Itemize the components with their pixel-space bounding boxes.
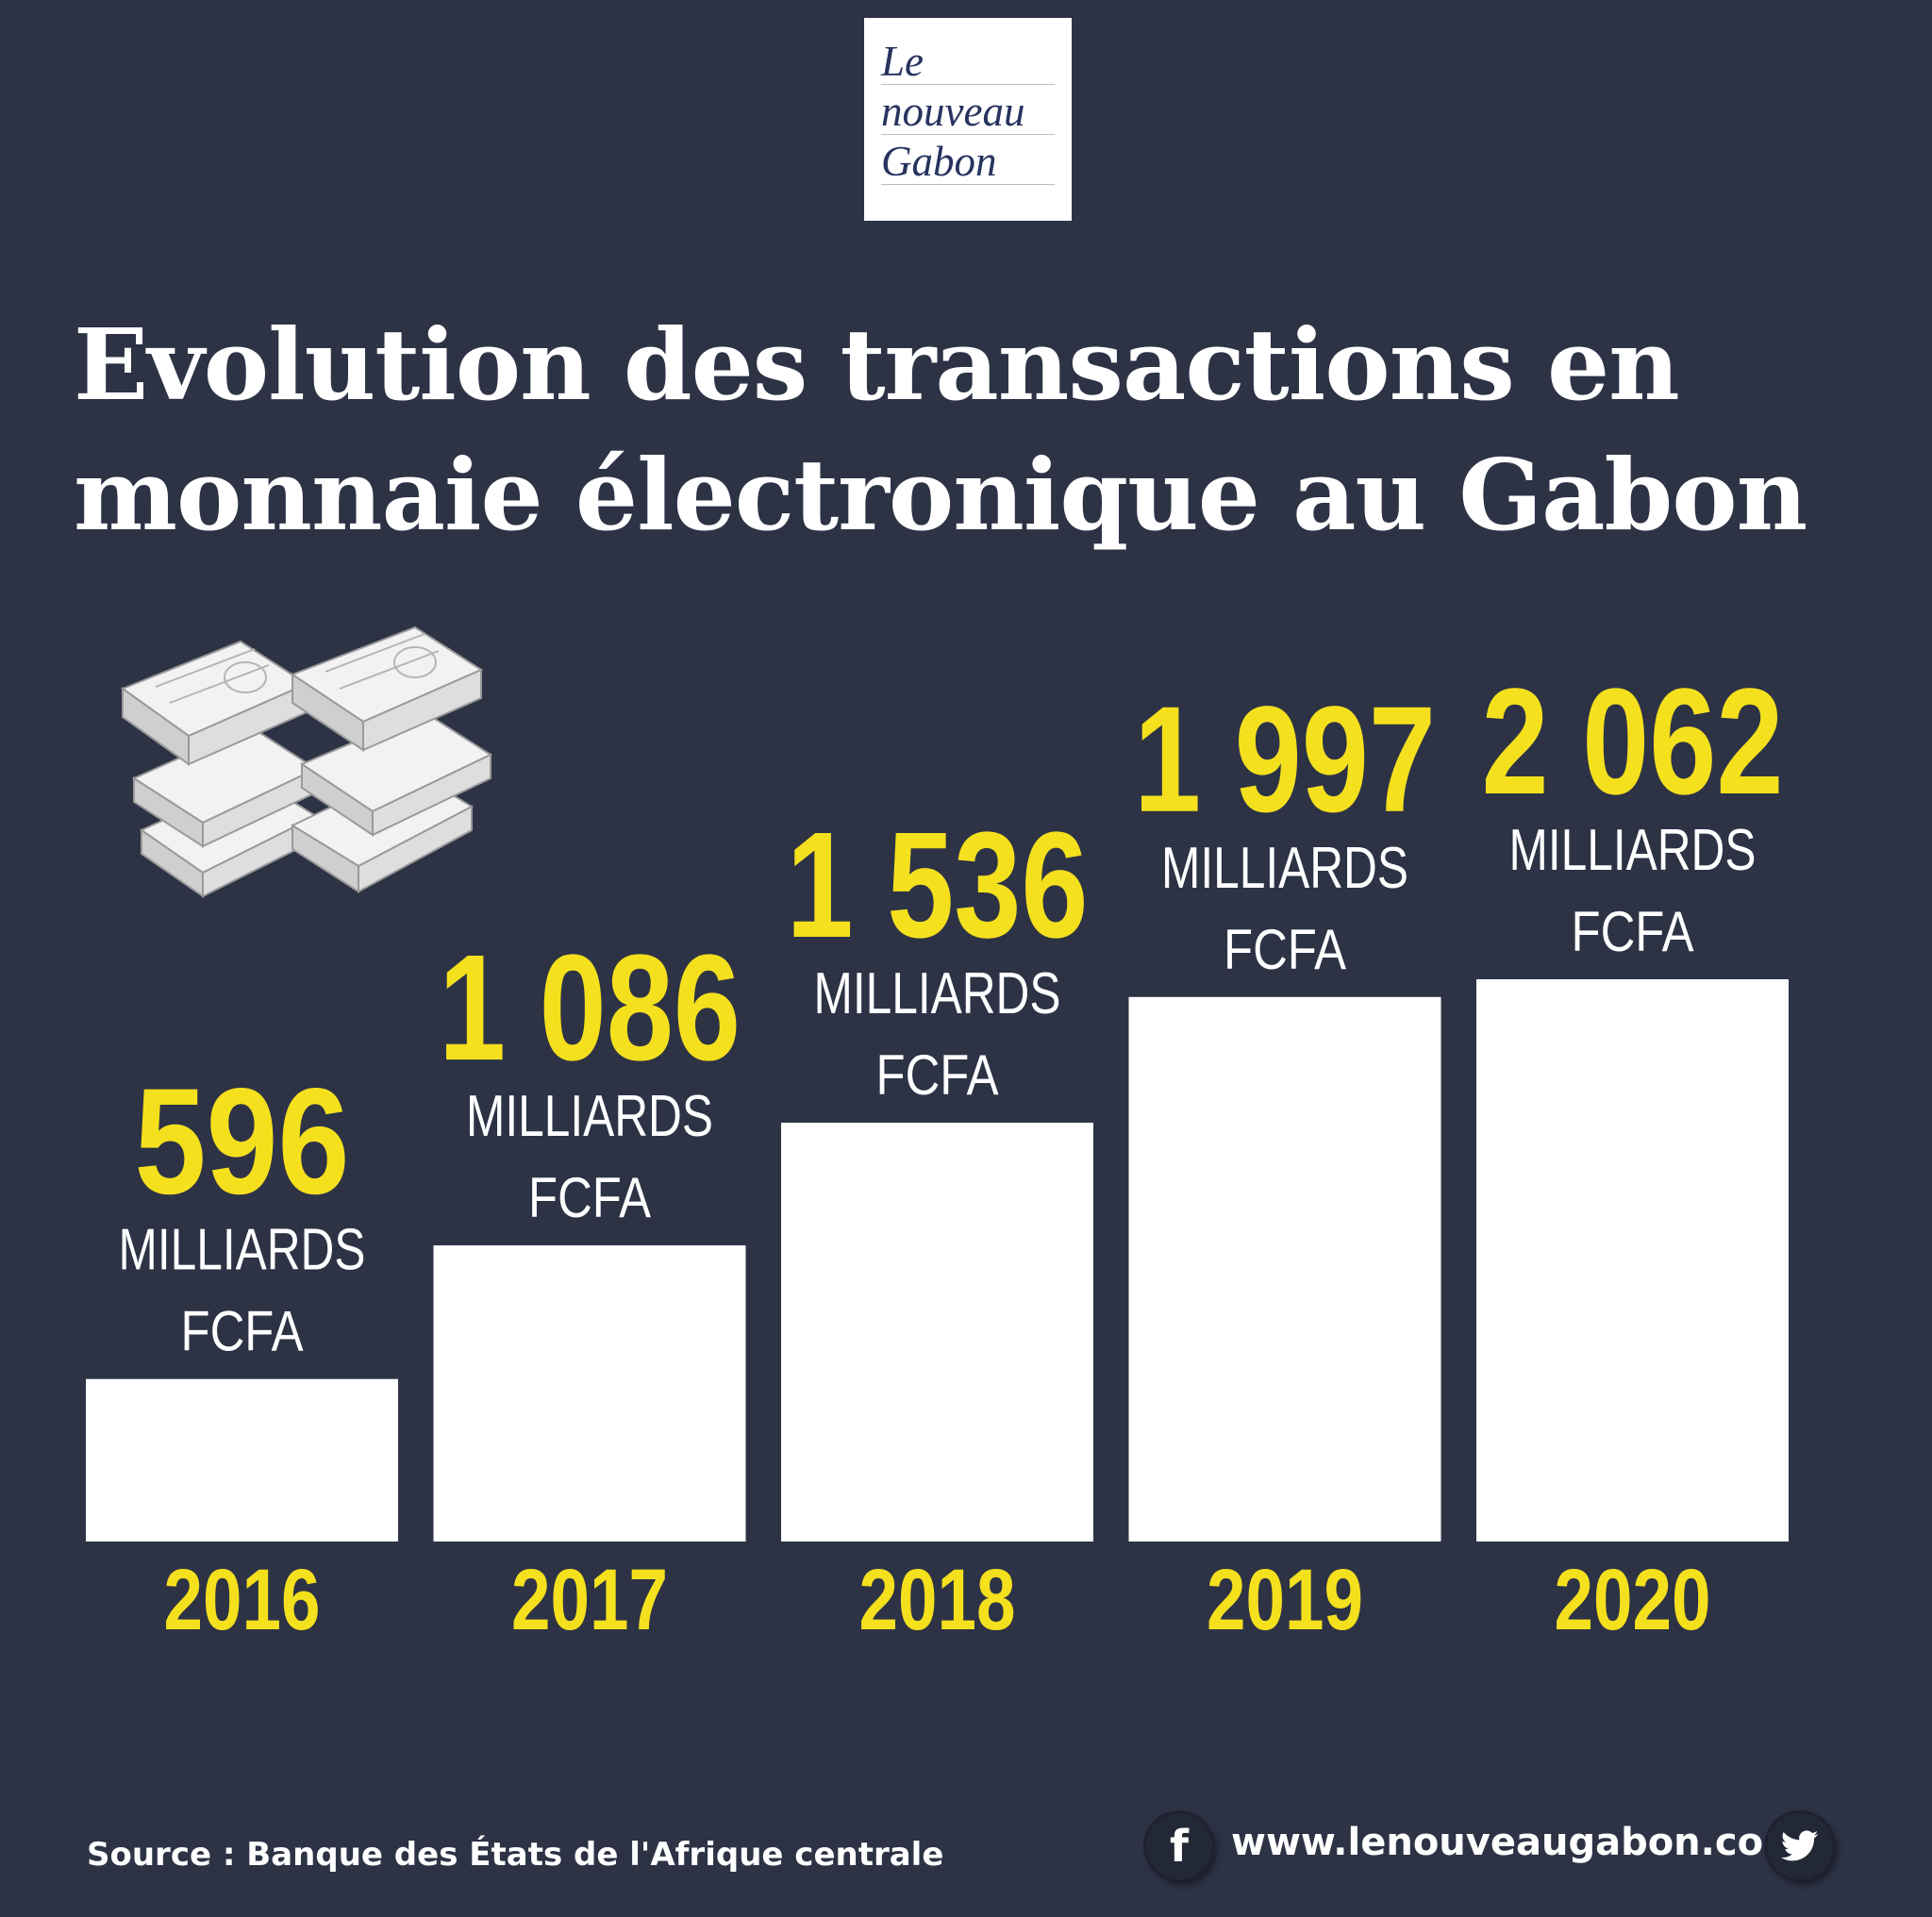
banknote-stack-illustration [120,625,493,898]
unit-label-fcfa: FCFA [876,1043,999,1107]
bar-2018 [781,1123,1093,1542]
value-label-2019: 1 997 [1134,675,1436,843]
unit-label-milliards: MILLIARDS [1509,818,1757,883]
unit-label-milliards: MILLIARDS [814,961,1061,1026]
value-label-2017: 1 086 [439,923,741,1092]
year-label-2018: 2018 [859,1552,1016,1648]
year-label-2019: 2019 [1207,1552,1363,1648]
facebook-glyph: f [1169,1821,1189,1872]
year-label-2017: 2017 [511,1552,668,1648]
unit-label-fcfa: FCFA [528,1166,651,1229]
unit-label-milliards: MILLIARDS [1161,836,1408,901]
unit-label-milliards: MILLIARDS [119,1218,366,1283]
logo-text-gabon: Gabon [881,139,1055,185]
unit-label-fcfa: FCFA [1572,900,1694,963]
source-note: Source : Banque des États de l'Afrique c… [87,1836,944,1874]
value-label-2016: 596 [135,1057,350,1225]
bar-2020 [1476,979,1789,1542]
logo-text-le: Le [881,39,1055,85]
facebook-icon[interactable]: f [1146,1813,1212,1879]
twitter-bird-glyph [1781,1830,1819,1861]
unit-label-fcfa: FCFA [1224,918,1346,981]
unit-label-fcfa: FCFA [181,1300,304,1363]
value-label-2020: 2 062 [1482,657,1784,825]
value-label-2018: 1 536 [787,800,1089,969]
title-line-1: Evolution des transactions en [74,307,1680,423]
title-line-2: monnaie électronique au Gabon [74,437,1807,553]
logo-text-nouveau: nouveau [881,89,1055,135]
bar-2016 [86,1378,398,1542]
year-label-2016: 2016 [164,1552,321,1648]
bar-2019 [1128,996,1441,1542]
page-title: Evolution des transactions en monnaie él… [74,300,1904,560]
year-label-2020: 2020 [1555,1552,1711,1648]
website-link[interactable]: www.lenouveaugabon.com [1231,1821,1803,1864]
bar-2017 [433,1245,746,1542]
brand-logo: Le nouveau Gabon [864,18,1072,221]
twitter-icon[interactable] [1767,1813,1833,1879]
unit-label-milliards: MILLIARDS [466,1084,713,1149]
